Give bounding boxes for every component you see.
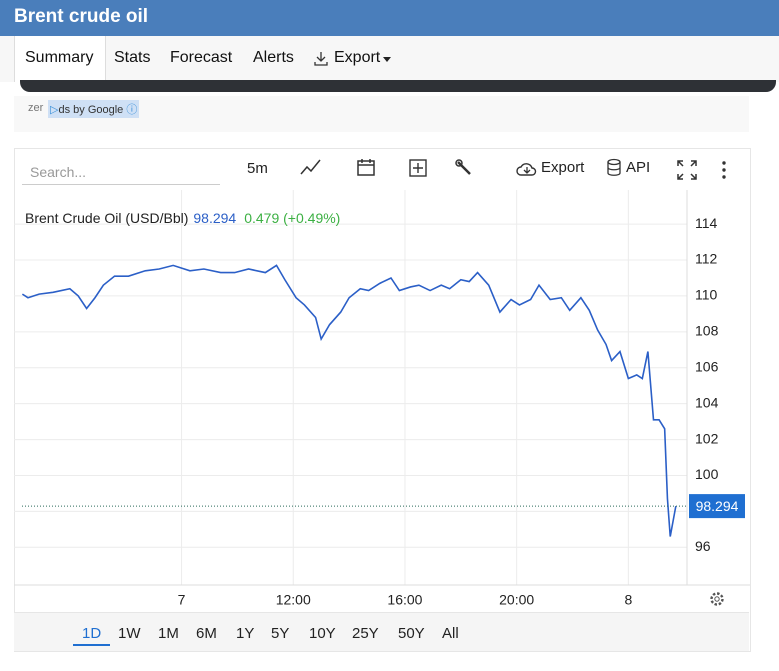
tab-bar: Summary Stats Forecast Alerts Export (0, 36, 779, 82)
ad-label[interactable]: ▷ds by Google ⓘ (48, 100, 140, 118)
x-tick-label: 16:00 (387, 592, 422, 608)
y-tick-label: 96 (695, 538, 711, 554)
gear-hole (714, 596, 720, 602)
range-button[interactable]: 50Y (398, 625, 425, 642)
caret (383, 57, 391, 62)
range-button[interactable]: All (442, 625, 459, 642)
ad-area: zer ▷ds by Google ⓘ (14, 96, 749, 132)
api-button[interactable]: API (626, 159, 651, 176)
search-placeholder: Search... (30, 164, 87, 180)
tab-label[interactable]: Forecast (170, 49, 233, 66)
download-icon (314, 52, 328, 66)
range-button[interactable]: 1D (73, 625, 111, 646)
settings-wrench-icon[interactable] (455, 159, 475, 179)
tab-active[interactable]: Summary (14, 36, 106, 82)
page-title: Brent crude oil (14, 6, 149, 27)
database-icon (607, 158, 621, 176)
ad-label-text: ds by Google (58, 104, 124, 116)
interval-button[interactable]: 5m (247, 160, 268, 177)
price-line (21, 264, 677, 537)
tab-label[interactable]: Summary (25, 49, 94, 66)
y-tick-label: 108 (695, 323, 719, 339)
range-button[interactable]: 25Y (352, 625, 379, 642)
legend-name: Brent Crude Oil (USD/Bbl) (25, 210, 188, 226)
legend: Brent Crude Oil (USD/Bbl) 98.294 0.479 (+0… (25, 210, 340, 226)
tab-label[interactable]: Alerts (253, 49, 294, 66)
export-button[interactable]: Export (541, 159, 585, 176)
cloud-icon (516, 163, 537, 176)
chart-type-icon[interactable] (300, 158, 322, 178)
range-button[interactable]: 6M (196, 625, 217, 642)
range-button[interactable]: 1M (158, 625, 179, 642)
y-tick-label: 106 (695, 358, 719, 374)
settings-gear (710, 592, 724, 606)
range-button[interactable]: 5Y (271, 625, 290, 642)
y-tick-label: 114 (695, 215, 718, 231)
ad-prefix: zer (28, 102, 44, 114)
calendar-icon[interactable] (356, 157, 376, 177)
range-button[interactable]: 1Y (236, 625, 255, 642)
fullscreen-icon[interactable] (677, 160, 697, 180)
gear-ring (710, 592, 724, 606)
header: Brent crude oil (0, 0, 779, 36)
tab-label[interactable]: Stats (114, 49, 151, 66)
add-indicator-icon[interactable] (409, 159, 429, 179)
range-button[interactable]: 1W (118, 625, 141, 642)
last-price-tag (689, 494, 745, 519)
y-tick-label: 104 (695, 394, 719, 410)
range-bar: 1D 1W 1M 6M 1Y 5Y 10Y 25Y 50Y All (14, 612, 749, 651)
last-price-label: 98.294 (696, 498, 739, 514)
chart-panel (14, 148, 751, 652)
legend-price: 98.294 (193, 210, 236, 226)
x-tick-label: 8 (624, 592, 632, 608)
x-tick-label: 20:00 (499, 592, 534, 608)
legend-change: 0.479 (+0.49%) (244, 210, 340, 226)
search-box[interactable]: Search... (22, 160, 220, 185)
y-tick-label: 112 (695, 251, 718, 267)
y-tick-label: 102 (695, 430, 719, 446)
x-tick-label: 12:00 (276, 592, 311, 608)
x-tick-label: 7 (178, 592, 186, 608)
tab-label[interactable]: Export (334, 49, 381, 66)
ad-banner (20, 80, 776, 92)
menu-icon[interactable] (720, 160, 728, 180)
y-tick-label: 100 (695, 466, 719, 482)
y-tick-label: 110 (695, 287, 718, 303)
range-button[interactable]: 10Y (309, 625, 336, 642)
